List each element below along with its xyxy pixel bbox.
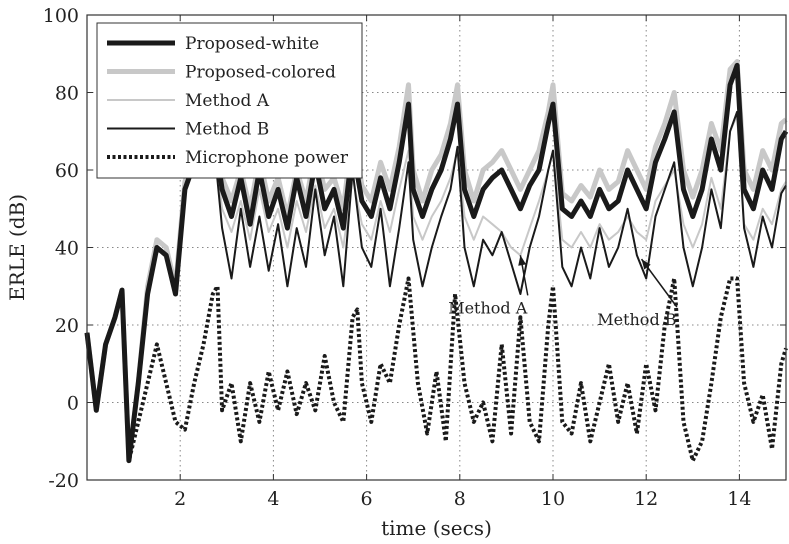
y-tick-label: -20 [48, 470, 79, 492]
x-tick-label: 2 [174, 488, 186, 510]
legend-label-method-b: Method B [185, 120, 269, 140]
y-tick-label: 100 [43, 5, 79, 27]
x-tick-label: 14 [727, 488, 751, 510]
legend-label-microphone-power: Microphone power [185, 148, 349, 168]
x-tick-label: 6 [361, 488, 373, 510]
x-axis-label: time (secs) [381, 516, 492, 540]
annotation-arrow-head [518, 255, 527, 266]
annotation-arrow-head [641, 259, 651, 270]
legend-label-method-a: Method A [185, 91, 270, 111]
legend-box [96, 22, 363, 179]
x-tick-label: 12 [634, 488, 658, 510]
y-tick-label: 20 [55, 315, 79, 337]
x-tick-label: 10 [541, 488, 565, 510]
y-tick-label: 0 [67, 393, 79, 415]
y-tick-label: 80 [55, 83, 79, 105]
series-line-microphone-power [85, 276, 788, 463]
legend: Proposed-white Proposed-colored Method A Me… [96, 22, 363, 179]
x-tick-label: 4 [267, 488, 279, 510]
y-axis-label: ERLE (dB) [5, 194, 29, 301]
x-tick-label: 8 [454, 488, 466, 510]
y-tick-label: 40 [55, 238, 79, 260]
legend-label-proposed-white: Proposed-white [185, 34, 319, 54]
annotations: Method A Method B [448, 255, 678, 329]
annotation-label: Method A [448, 298, 528, 317]
legend-label-proposed-colored: Proposed-colored [185, 63, 336, 83]
annotation-label: Method B [597, 310, 676, 329]
y-tick-label: 60 [55, 160, 79, 182]
axis-ticks: 2 4 6 8 10 12 14 -20 0 20 40 60 80 100 [43, 5, 786, 510]
